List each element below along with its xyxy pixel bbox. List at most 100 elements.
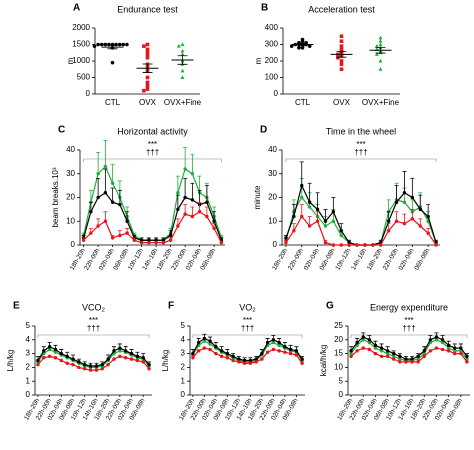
data-point bbox=[426, 214, 430, 219]
data-point bbox=[53, 350, 58, 354]
data-point bbox=[392, 354, 396, 359]
data-point bbox=[336, 55, 340, 60]
y-tick-label: 5 bbox=[181, 321, 186, 330]
panel-title: Horizontal activity bbox=[117, 126, 188, 136]
data-point bbox=[398, 360, 402, 364]
data-point bbox=[103, 191, 108, 195]
data-point bbox=[94, 368, 99, 372]
data-point bbox=[284, 240, 288, 245]
data-point bbox=[83, 367, 87, 371]
y-tick-label: 20 bbox=[66, 193, 75, 202]
error-bar bbox=[299, 204, 304, 217]
data-point bbox=[77, 360, 81, 364]
data-point bbox=[183, 212, 187, 216]
data-point bbox=[355, 340, 359, 345]
data-point bbox=[434, 335, 439, 339]
data-point bbox=[294, 353, 299, 357]
data-point bbox=[453, 351, 457, 356]
data-point bbox=[374, 52, 379, 56]
data-point bbox=[141, 356, 145, 360]
data-point bbox=[347, 243, 351, 247]
error-bar bbox=[426, 204, 431, 217]
data-point bbox=[212, 219, 216, 223]
data-point bbox=[202, 339, 207, 343]
x-tick-label: CTL bbox=[295, 98, 311, 107]
data-point bbox=[315, 219, 320, 223]
x-tick-label: OVX bbox=[333, 98, 351, 107]
data-point bbox=[190, 172, 195, 176]
data-point bbox=[339, 59, 344, 63]
data-point bbox=[103, 219, 108, 223]
data-point bbox=[110, 200, 115, 204]
significance: *** bbox=[404, 316, 413, 325]
error-bar bbox=[402, 170, 407, 193]
data-point bbox=[118, 349, 122, 353]
error-bar bbox=[307, 182, 312, 203]
data-point bbox=[300, 46, 305, 50]
data-point bbox=[379, 349, 384, 353]
significance: *** bbox=[89, 316, 98, 325]
data-point bbox=[242, 358, 247, 363]
data-point bbox=[94, 364, 99, 368]
x-tick-label: OVX+Fine bbox=[362, 98, 400, 107]
data-point bbox=[225, 356, 230, 360]
y-tick-label: 5 bbox=[339, 376, 344, 385]
data-point bbox=[147, 367, 151, 371]
data-point bbox=[219, 354, 224, 359]
data-point bbox=[118, 346, 122, 350]
y-axis-label: minute bbox=[253, 185, 262, 210]
data-point bbox=[363, 243, 367, 247]
error-bar bbox=[110, 163, 115, 184]
data-point bbox=[190, 214, 195, 219]
data-point bbox=[426, 231, 430, 235]
data-point bbox=[446, 346, 451, 350]
data-point bbox=[355, 349, 359, 353]
data-point bbox=[307, 224, 312, 228]
sem-bar bbox=[375, 47, 386, 54]
y-tick-label: 2 bbox=[26, 363, 31, 372]
data-point bbox=[112, 349, 116, 353]
data-point bbox=[339, 62, 344, 67]
data-point bbox=[347, 240, 351, 245]
sem-bar bbox=[177, 55, 188, 65]
data-point bbox=[265, 350, 270, 354]
data-point bbox=[402, 200, 407, 204]
data-point bbox=[440, 347, 445, 352]
data-point bbox=[147, 362, 151, 367]
y-tick-label: 2000 bbox=[72, 23, 90, 32]
data-point bbox=[339, 233, 343, 238]
data-point bbox=[331, 210, 336, 214]
data-point bbox=[103, 164, 108, 169]
data-point bbox=[283, 350, 287, 354]
data-point bbox=[378, 39, 383, 43]
data-point bbox=[202, 346, 207, 350]
data-point bbox=[416, 354, 420, 359]
data-point bbox=[402, 221, 407, 226]
data-point bbox=[459, 351, 463, 356]
data-point bbox=[339, 39, 344, 43]
data-point bbox=[378, 67, 383, 71]
data-point bbox=[300, 361, 304, 365]
data-point bbox=[142, 88, 146, 93]
data-point bbox=[260, 351, 264, 356]
data-point bbox=[392, 351, 396, 356]
data-point bbox=[110, 181, 115, 185]
data-point bbox=[367, 347, 372, 352]
data-point bbox=[161, 238, 166, 242]
data-point bbox=[145, 55, 150, 60]
data-point bbox=[147, 238, 151, 242]
y-tick-label: 0 bbox=[26, 390, 31, 399]
error-bar bbox=[418, 194, 423, 210]
panel-letter: D bbox=[260, 125, 267, 136]
panel-title: VO₂ bbox=[239, 302, 256, 312]
data-point bbox=[288, 351, 293, 356]
significance: *** bbox=[148, 140, 157, 149]
panel-title: VCO₂ bbox=[82, 302, 106, 312]
data-point bbox=[47, 345, 52, 349]
y-axis-label: kcal/h/kg bbox=[319, 345, 328, 377]
data-point bbox=[53, 347, 58, 352]
panel-letter: C bbox=[58, 125, 65, 136]
data-point bbox=[394, 219, 399, 223]
sem-bar bbox=[142, 63, 153, 73]
data-point bbox=[434, 243, 438, 247]
